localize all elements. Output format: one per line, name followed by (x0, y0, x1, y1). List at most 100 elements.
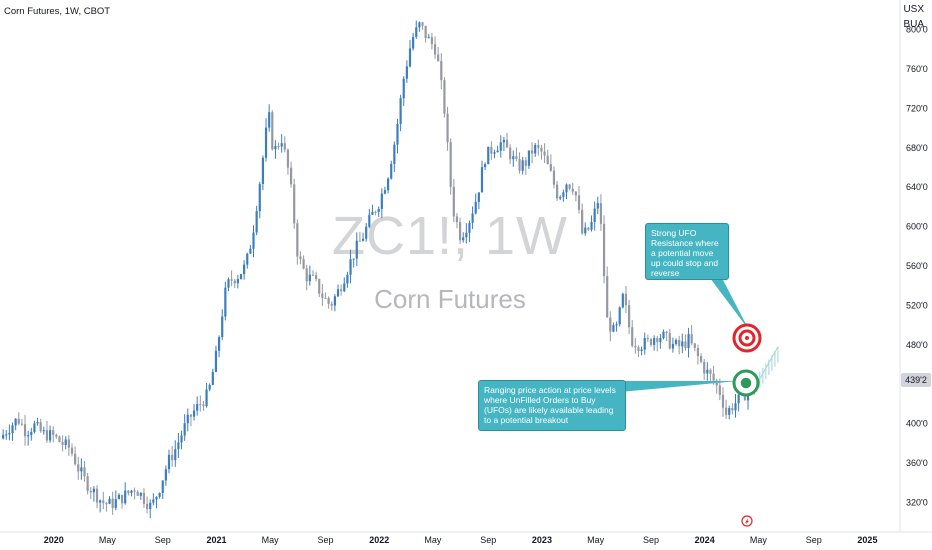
y-tick-label: 600'0 (906, 222, 928, 232)
candle-body (208, 384, 211, 390)
candle-body (202, 404, 205, 407)
candle-body (233, 280, 236, 284)
candle-body (502, 139, 505, 143)
candle-body (236, 278, 239, 284)
candle-body (590, 221, 593, 230)
candle-body (418, 22, 421, 28)
candle-body (111, 498, 114, 508)
candle-body (108, 498, 111, 504)
y-tick-label: 680'0 (906, 143, 928, 153)
candle-body (709, 369, 712, 374)
candle-body (127, 490, 130, 493)
candle-body (280, 143, 283, 147)
candle-body (333, 296, 336, 306)
candle-body (149, 502, 152, 509)
candle-body (70, 447, 74, 454)
candle-body (205, 389, 208, 407)
candle-body (393, 144, 396, 164)
candle-body (430, 37, 434, 45)
candle-body (656, 338, 659, 343)
time-axis: 2020 May Sep 2021 May Sep 2022 May Sep 2023 May Sep… (44, 535, 878, 545)
candle-body (649, 339, 653, 345)
candle-body (217, 337, 221, 351)
candle-body (421, 22, 424, 26)
support-annotation[interactable]: Ranging price action at price levels whe… (478, 380, 626, 431)
candle-body (327, 297, 330, 304)
candle-body (305, 268, 308, 282)
candle-body (308, 274, 311, 282)
candle-body (540, 147, 543, 152)
candle-body (552, 170, 556, 185)
candle-body (80, 467, 83, 472)
candle-body (621, 293, 624, 308)
candle-body (721, 394, 725, 408)
y-tick-label: 640'0 (906, 182, 928, 192)
symbol-watermark: ZC1!, 1W (331, 206, 569, 266)
candle-body (653, 338, 656, 345)
candle-body (5, 434, 8, 436)
candle-series (2, 20, 756, 519)
x-tick-label: 2022 (369, 535, 389, 545)
candle-body (274, 145, 277, 150)
candle-body (699, 356, 703, 362)
candle-body (102, 500, 105, 504)
candle-body (261, 157, 264, 185)
candle-body (55, 434, 58, 437)
candle-body (318, 279, 321, 294)
x-tick-label: May (587, 535, 605, 545)
candle-body (30, 431, 33, 436)
y-tick-label: 400'0 (906, 419, 928, 429)
candle-body (537, 145, 540, 148)
candle-body (346, 274, 349, 284)
tradingview-logo-icon[interactable] (741, 515, 753, 527)
candle-body (352, 258, 355, 260)
candle-body (477, 192, 480, 202)
candle-body (728, 407, 731, 415)
x-tick-label: May (99, 535, 117, 545)
candle-body (45, 430, 49, 441)
x-tick-label: 2025 (857, 535, 877, 545)
resistance-annotation[interactable]: Strong UFO Resistance where a potential … (645, 223, 729, 280)
y-tick-label: 720'0 (906, 103, 928, 113)
candle-body (114, 499, 117, 508)
candle-body (239, 274, 243, 279)
y-tick-label: 320'0 (906, 497, 928, 507)
candle-body (368, 214, 371, 227)
candle-body (139, 492, 142, 496)
candle-body (530, 150, 534, 154)
candle-body (42, 430, 45, 432)
candle-body (505, 139, 509, 148)
candle-body (383, 190, 387, 194)
candle-body (146, 503, 149, 509)
candle-body (33, 423, 36, 432)
candle-body (543, 151, 546, 156)
candle-body (95, 488, 99, 503)
candle-body (474, 201, 477, 214)
candle-body (490, 146, 493, 154)
candle-body (480, 167, 484, 193)
candle-body (196, 404, 199, 411)
candle-body (665, 331, 668, 333)
candle-body (340, 289, 343, 292)
candle-body (74, 453, 77, 465)
candle-body (524, 160, 527, 166)
support-callout-pointer (620, 381, 738, 392)
candle-body (183, 423, 186, 436)
candle-body (577, 195, 581, 210)
candle-body (8, 433, 11, 435)
candle-body (192, 410, 196, 417)
candle-body (358, 240, 362, 242)
candle-body (311, 274, 315, 276)
candle-body (402, 78, 405, 99)
candle-body (330, 303, 333, 306)
x-tick-label: Sep (155, 535, 171, 545)
candle-body (286, 149, 290, 168)
candle-body (734, 403, 737, 411)
candle-body (133, 490, 136, 492)
candle-body (136, 491, 139, 496)
candle-body (386, 178, 390, 191)
candle-body (493, 152, 496, 154)
candle-body (155, 496, 158, 500)
candle-body (427, 37, 430, 39)
